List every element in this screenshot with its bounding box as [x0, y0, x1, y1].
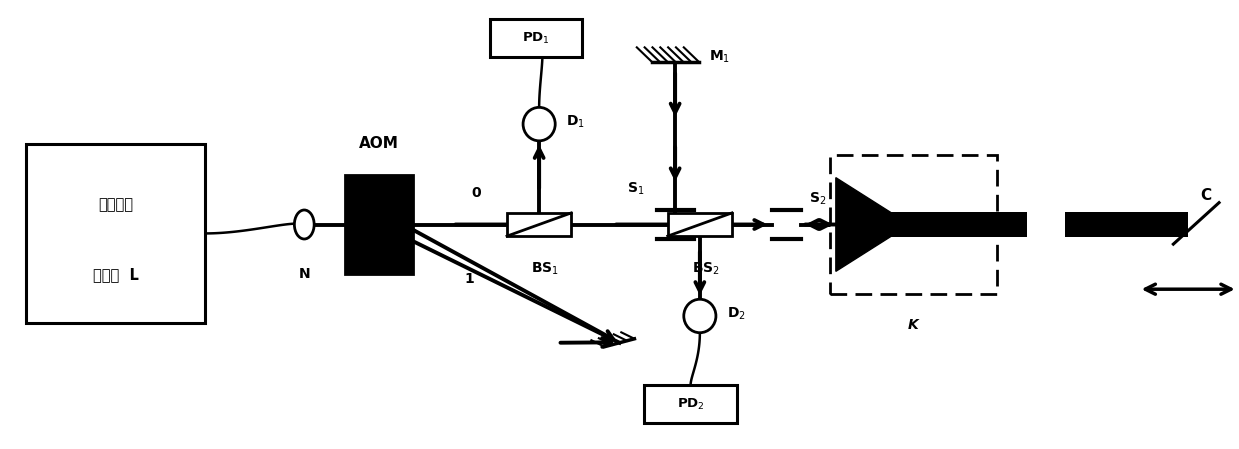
Text: D$_2$: D$_2$ [727, 305, 746, 322]
Text: K: K [908, 318, 918, 332]
Text: 飞秒激光: 飞秒激光 [98, 198, 134, 212]
Bar [644, 385, 737, 423]
Text: 1: 1 [465, 272, 475, 286]
Ellipse shape [295, 210, 315, 239]
Text: 频率梳  L: 频率梳 L [93, 267, 139, 282]
Text: S$_2$: S$_2$ [809, 190, 826, 207]
Text: M$_1$: M$_1$ [709, 49, 730, 66]
Bar [1064, 211, 1188, 238]
Text: D$_1$: D$_1$ [566, 114, 585, 130]
Text: S$_1$: S$_1$ [627, 180, 644, 197]
Bar [489, 19, 582, 57]
Ellipse shape [523, 107, 555, 141]
Bar [886, 211, 1027, 238]
Text: PD$_2$: PD$_2$ [676, 396, 705, 412]
Bar [26, 144, 206, 323]
Bar [344, 176, 413, 273]
Text: BS$_2$: BS$_2$ [693, 260, 720, 277]
Ellipse shape [684, 299, 716, 333]
Text: C: C [1201, 188, 1212, 203]
Text: N: N [299, 267, 310, 281]
Text: 0: 0 [471, 186, 481, 200]
Polygon shape [836, 178, 909, 271]
Bar [668, 213, 732, 236]
Text: BS$_1$: BS$_1$ [532, 260, 559, 277]
Text: AOM: AOM [359, 136, 399, 151]
Bar [830, 155, 996, 294]
Text: PD$_1$: PD$_1$ [522, 31, 550, 46]
Bar [507, 213, 571, 236]
